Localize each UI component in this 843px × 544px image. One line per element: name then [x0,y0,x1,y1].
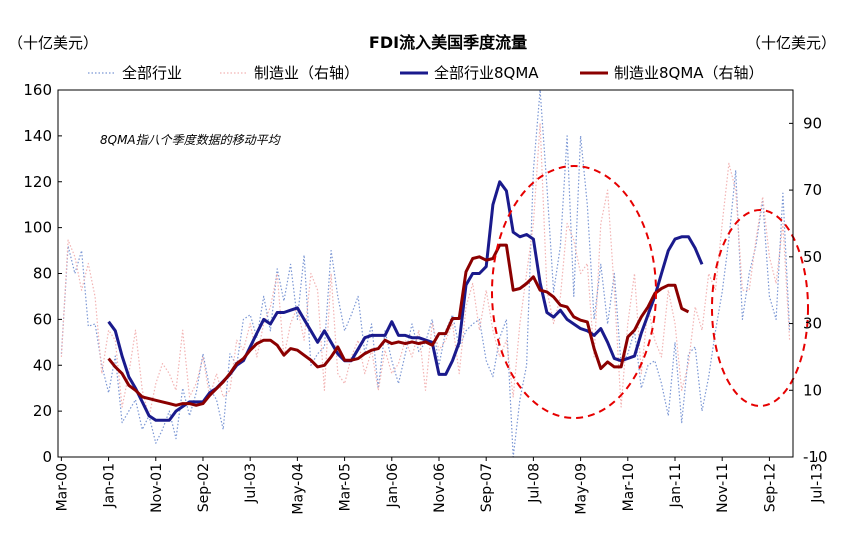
x-tick-label: Jan-11 [668,463,684,508]
x-tick-label: Sep-07 [479,463,495,512]
right-tick-label: 70 [803,181,822,199]
left-tick-label: 140 [23,127,52,145]
x-tick-label: May-09 [574,463,590,515]
highlight-ellipse-1 [491,165,657,419]
legend-label: 全部行业8QMA [434,64,539,82]
left-tick-label: 20 [33,402,52,420]
plot-area [60,89,809,458]
x-tick-label: Mar-05 [338,463,354,511]
x-tick-label: Mar-00 [54,463,70,511]
x-tick-label: Sep-02 [196,463,212,512]
x-tick-label: Nov-11 [715,463,731,513]
left-tick-label: 80 [33,265,52,283]
axes: 0 20 40 60 80 100 120 140 160 -10 10 30 50 70 90 Mar-00… [23,81,828,515]
right-tick-label: -10 [803,448,828,466]
series-line-2 [60,122,791,418]
x-tick-label: Mar-10 [621,463,637,511]
x-tick-label: Nov-01 [149,463,165,513]
right-tick-label: 30 [803,315,822,333]
x-tick-label: May-04 [290,463,306,515]
x-tick-label: Nov-06 [432,463,448,513]
right-tick-label: 90 [803,114,822,132]
right-axis-unit: （十亿美元） [746,34,836,52]
x-tick-label: Jan-06 [385,463,401,509]
x-tick-label: Jan-01 [102,463,118,508]
left-tick-label: 40 [33,356,52,374]
left-tick-label: 0 [42,448,52,466]
highlight-ellipse-2 [711,209,809,407]
x-tick-label: Sep-12 [762,463,778,512]
x-tick-label: Jul-03 [243,463,259,504]
left-tick-label: 120 [23,173,52,191]
left-tick-label: 100 [23,219,52,237]
chart-title: FDI流入美国季度流量 [369,33,527,52]
x-tick-label: Jul-08 [526,463,542,504]
legend: 全部行业 制造业（右轴） 全部行业8QMA 制造业8QMA（右轴） [88,64,764,82]
left-tick-label: 160 [23,81,52,99]
legend-label: 全部行业 [122,64,182,82]
legend-label: 制造业8QMA（右轴） [614,64,764,82]
right-tick-label: 10 [803,381,822,399]
series-line-4 [107,243,690,407]
chart-note: 8QMA指八个季度数据的移动平均 [100,133,282,147]
x-tick-label: Jul-13 [810,463,826,504]
right-tick-label: 50 [803,248,822,266]
legend-label: 制造业（右轴） [254,64,359,82]
left-tick-label: 60 [33,310,52,328]
left-axis-unit: （十亿美元） [8,34,98,52]
